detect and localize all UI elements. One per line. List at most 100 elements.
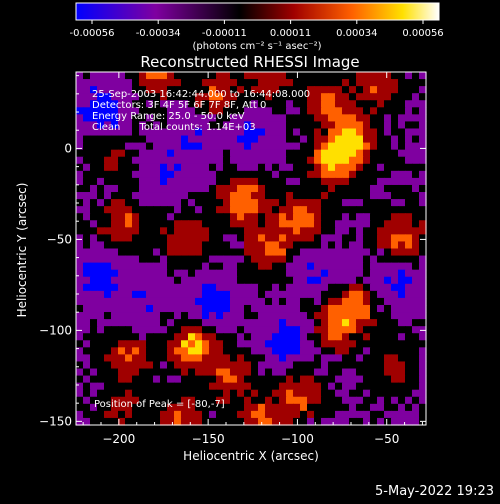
heatmap-cell (279, 417, 287, 426)
heatmap-cell (300, 128, 308, 137)
heatmap-cell (335, 163, 343, 172)
heatmap-cell (160, 276, 168, 285)
heatmap-cell (160, 354, 168, 363)
heatmap-cell (125, 361, 133, 370)
heatmap-cell (405, 135, 413, 144)
heatmap-cell (174, 184, 182, 193)
heatmap-cell (370, 107, 378, 115)
heatmap-cell (118, 248, 126, 257)
heatmap-cell (97, 93, 105, 101)
heatmap-cell (118, 382, 126, 391)
heatmap-cell (356, 354, 364, 363)
heatmap-cell (118, 170, 126, 179)
heatmap-cell (391, 382, 399, 391)
heatmap-cell (195, 248, 203, 257)
heatmap-cell (349, 213, 357, 221)
heatmap-cell (328, 163, 336, 172)
heatmap-cell (356, 326, 364, 334)
heatmap-cell (328, 79, 336, 87)
heatmap-cell (356, 403, 364, 412)
heatmap-cell (272, 333, 280, 341)
heatmap-cell (293, 114, 301, 123)
heatmap-cell (363, 361, 371, 370)
heatmap-cell (111, 220, 119, 228)
heatmap-cell (293, 107, 301, 115)
heatmap-cell (104, 262, 112, 271)
heatmap-cell (314, 79, 322, 87)
heatmap-cell (370, 283, 378, 292)
heatmap-cell (286, 347, 294, 355)
heatmap-cell (265, 312, 273, 320)
heatmap-cell (118, 184, 126, 193)
heatmap-cell (391, 170, 399, 179)
heatmap-cell (160, 149, 168, 158)
heatmap-cell (398, 290, 406, 299)
heatmap-cell (83, 354, 91, 363)
heatmap-cell (286, 389, 294, 398)
heatmap-cell (321, 149, 329, 158)
heatmap-cell (146, 248, 154, 257)
heatmap-cell (328, 86, 336, 94)
heatmap-cell (83, 297, 91, 306)
heatmap-cell (251, 283, 259, 292)
heatmap-cell (104, 417, 112, 426)
heatmap-cell (314, 283, 322, 292)
heatmap-cell (286, 72, 294, 80)
heatmap-cell (251, 114, 259, 123)
heatmap-cell (328, 347, 336, 355)
heatmap-cell (363, 382, 371, 391)
heatmap-cell (321, 234, 329, 243)
heatmap-cell (97, 283, 105, 292)
heatmap-cell (342, 354, 350, 363)
heatmap-cell (314, 184, 322, 193)
heatmap-cell (279, 255, 287, 264)
heatmap-cell (412, 255, 420, 264)
heatmap-cell (370, 135, 378, 144)
heatmap-cell (237, 114, 245, 123)
heatmap-cell (181, 319, 189, 327)
heatmap-cell (419, 340, 427, 348)
heatmap-cell (412, 213, 420, 221)
heatmap-cell (300, 121, 308, 130)
heatmap-cell (356, 255, 364, 264)
heatmap-cell (293, 347, 301, 355)
heatmap-cell (391, 304, 399, 313)
heatmap-cell (125, 269, 133, 278)
heatmap-cell (286, 184, 294, 193)
heatmap-cell (195, 206, 203, 214)
heatmap-cell (272, 128, 280, 137)
heatmap-cell (363, 410, 371, 419)
heatmap-cell (97, 248, 105, 257)
heatmap-cell (370, 241, 378, 250)
heatmap-cell (258, 333, 266, 341)
heatmap-cell (209, 170, 217, 179)
heatmap-cell (335, 156, 343, 165)
heatmap-cell (118, 276, 126, 285)
heatmap-cell (286, 396, 294, 405)
heatmap-cell (153, 297, 161, 306)
heatmap-cell (195, 177, 203, 186)
heatmap-cell (209, 326, 217, 334)
heatmap-cell (279, 354, 287, 363)
heatmap-cell (153, 220, 161, 228)
heatmap-cell (398, 177, 406, 186)
heatmap-cell (195, 234, 203, 243)
heatmap-cell (412, 340, 420, 348)
heatmap-cell (139, 199, 147, 207)
heatmap-cell (279, 410, 287, 419)
heatmap-cell (342, 184, 350, 193)
heatmap-cell (370, 269, 378, 278)
heatmap-cell (356, 79, 364, 87)
heatmap-cell (118, 241, 126, 250)
heatmap-cell (356, 184, 364, 193)
heatmap-cell (237, 79, 245, 87)
heatmap-cell (90, 213, 98, 221)
heatmap-cell (237, 262, 245, 271)
heatmap-cell (328, 276, 336, 285)
heatmap-cell (342, 93, 350, 101)
heatmap-cell (118, 368, 126, 377)
heatmap-cell (104, 410, 112, 419)
heatmap-cell (90, 417, 98, 426)
heatmap-cell (398, 79, 406, 87)
heatmap-cell (377, 368, 385, 377)
